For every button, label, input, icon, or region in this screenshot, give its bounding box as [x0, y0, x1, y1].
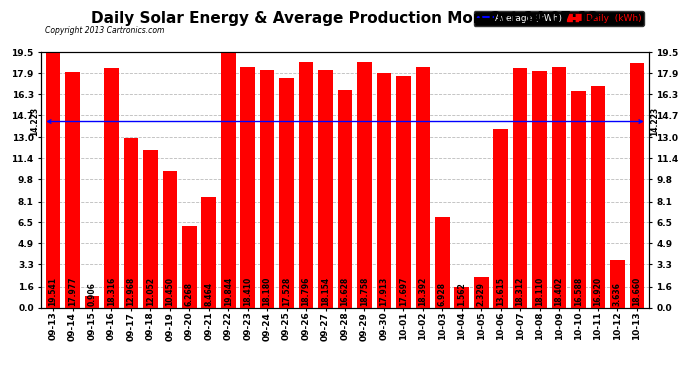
Bar [182, 225, 197, 308]
Bar [124, 138, 138, 308]
Bar [474, 277, 489, 308]
Text: 16.628: 16.628 [340, 276, 350, 306]
Text: 16.588: 16.588 [574, 276, 583, 306]
Text: 6.268: 6.268 [185, 282, 194, 306]
Bar [46, 52, 61, 308]
Bar [435, 217, 450, 308]
Bar [552, 67, 566, 308]
Text: 18.410: 18.410 [243, 276, 252, 306]
Text: 18.758: 18.758 [360, 276, 369, 306]
Text: Daily Solar Energy & Average Production Mon Oct 14 07:12: Daily Solar Energy & Average Production … [91, 11, 599, 26]
Text: 18.312: 18.312 [515, 276, 524, 306]
Text: 18.796: 18.796 [302, 276, 310, 306]
Bar [279, 78, 294, 308]
Bar [455, 287, 469, 308]
Text: 8.464: 8.464 [204, 282, 213, 306]
Text: 16.920: 16.920 [593, 276, 602, 306]
Bar [571, 91, 586, 308]
Bar [66, 72, 80, 308]
Text: 0.906: 0.906 [88, 282, 97, 306]
Bar [143, 150, 158, 308]
Text: 18.180: 18.180 [263, 276, 272, 306]
Text: 12.052: 12.052 [146, 276, 155, 306]
Bar [591, 86, 605, 308]
Text: 18.154: 18.154 [321, 276, 330, 306]
Bar [240, 67, 255, 308]
Text: 14.223: 14.223 [30, 107, 39, 136]
Bar [337, 90, 353, 308]
Text: Copyright 2013 Cartronics.com: Copyright 2013 Cartronics.com [45, 26, 164, 35]
Bar [221, 48, 235, 308]
Bar [532, 70, 547, 308]
Bar [493, 129, 508, 308]
Bar [357, 62, 372, 308]
Text: 3.636: 3.636 [613, 282, 622, 306]
Text: 10.450: 10.450 [166, 276, 175, 306]
Text: 1.562: 1.562 [457, 282, 466, 306]
Text: 19.541: 19.541 [48, 276, 57, 306]
Text: 6.928: 6.928 [438, 282, 447, 306]
Bar [104, 68, 119, 308]
Bar [377, 73, 391, 308]
Text: 14.223: 14.223 [651, 107, 660, 136]
Text: 18.660: 18.660 [633, 276, 642, 306]
Text: 17.697: 17.697 [399, 276, 408, 306]
Text: 18.110: 18.110 [535, 276, 544, 306]
Bar [85, 296, 99, 307]
Bar [513, 68, 527, 308]
Text: 19.844: 19.844 [224, 276, 233, 306]
Text: 18.316: 18.316 [107, 276, 116, 306]
Bar [610, 260, 624, 308]
Bar [629, 63, 644, 308]
Text: 18.402: 18.402 [555, 276, 564, 306]
Bar [415, 67, 430, 308]
Text: 12.968: 12.968 [126, 276, 135, 306]
Bar [299, 62, 313, 308]
Bar [318, 70, 333, 308]
Text: 13.615: 13.615 [496, 276, 505, 306]
Legend: Average (kWh), Daily  (kWh): Average (kWh), Daily (kWh) [473, 11, 644, 26]
Bar [396, 76, 411, 308]
Text: 17.977: 17.977 [68, 276, 77, 306]
Text: 17.913: 17.913 [380, 276, 388, 306]
Bar [163, 171, 177, 308]
Text: 18.392: 18.392 [418, 276, 427, 306]
Text: 2.329: 2.329 [477, 282, 486, 306]
Bar [260, 70, 275, 308]
Text: 17.528: 17.528 [282, 276, 291, 306]
Bar [201, 197, 216, 308]
